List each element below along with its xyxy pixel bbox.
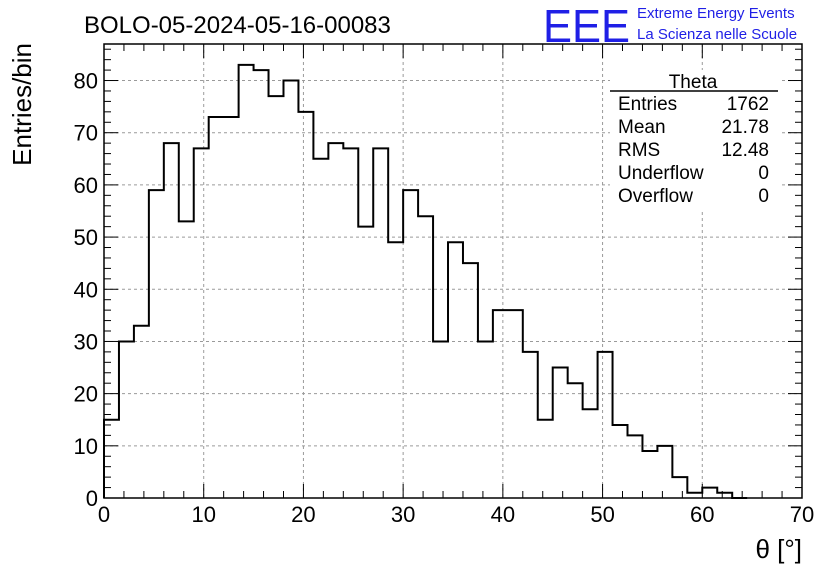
stats-value: 1762 [727,94,769,115]
histogram-bin [508,310,523,498]
eee-logo: EEE Extreme Energy Events La Scienza nel… [543,0,797,52]
stats-value: 0 [758,163,769,184]
plot-border [103,43,803,499]
eee-logo-line1: Extreme Energy Events [637,5,795,22]
stats-value: 12.48 [721,140,769,161]
stats-label: RMS [618,140,660,161]
grid-lines [104,44,802,498]
stats-box-background [610,70,780,210]
y-tick-label: 40 [74,277,98,302]
x-tick-label: 60 [690,502,714,527]
histogram-bin [538,420,553,498]
stats-value: 0 [758,186,769,207]
histogram-bin [613,425,628,498]
y-tick-label: 80 [74,69,98,94]
plot-frame [103,43,803,499]
histogram-bin [717,493,732,498]
histogram-bin [328,143,343,498]
y-tick-label: 0 [86,486,98,511]
stats-label: Entries [618,94,677,115]
histogram-bin [224,117,239,498]
histogram-bin [209,117,224,498]
x-tick-label: 40 [491,502,515,527]
histogram-bin [104,420,119,498]
x-tick-label: 70 [790,502,814,527]
histogram-bin [553,368,568,498]
histogram-bin [478,341,493,498]
histogram-bin [269,96,284,498]
histogram-bin [628,435,643,498]
eee-logo-line2: La Scienza nelle Scuole [637,26,797,43]
stats-label: Overflow [618,186,693,207]
histogram-bin [298,112,313,498]
histogram-bin [583,409,598,498]
x-tick-label: 0 [98,502,110,527]
histogram-bin [179,221,194,498]
histogram-bin [403,190,418,498]
histogram-bin [657,446,672,498]
histogram-bin [283,81,298,498]
x-axis-title: θ [°] [755,534,802,564]
histogram-bin [463,263,478,498]
x-axis-ticks: 0 10 20 30 40 50 60 70 [98,44,814,527]
histogram-bin [493,310,508,498]
x-tick-label: 50 [590,502,614,527]
histogram-bin [388,242,403,498]
histogram-bin [433,341,448,498]
histogram-bin [343,148,358,498]
histogram-bars [103,63,748,499]
histogram-bin [149,190,164,498]
histogram-bin [523,352,538,498]
histogram-bin [418,216,433,498]
x-tick-label: 10 [191,502,215,527]
histogram-bin [194,148,209,498]
histogram-bin [313,159,328,498]
y-tick-label: 10 [74,434,98,459]
histogram-bin [568,383,583,498]
y-axis-ticks: 0 10 20 30 40 50 60 70 80 [74,48,802,511]
histogram-bin [373,148,388,498]
histogram-bin [254,70,269,498]
histogram-bin [239,65,254,498]
histogram-bin [672,477,687,498]
y-tick-label: 20 [74,382,98,407]
stats-rows: Entries 1762 Mean 21.78 RMS 12.48 Underflow 0 Ov… [618,94,769,207]
y-axis-title: Entries/bin [7,43,37,166]
x-tick-label: 20 [291,502,315,527]
histogram-outline [103,63,748,499]
histogram-bin [448,242,463,498]
histogram-bin [687,493,702,498]
stats-value: 21.78 [721,117,769,138]
stats-label: Underflow [618,163,704,184]
histogram-bin [119,341,134,498]
histogram-bin [134,326,149,498]
chart-title: BOLO-05-2024-05-16-00083 [84,12,391,39]
histogram-bin [164,143,179,498]
histogram-bin [642,451,657,498]
stats-box-name: Theta [669,72,718,93]
y-tick-label: 60 [74,173,98,198]
histogram-bin [358,227,373,498]
x-tick-label: 30 [391,502,415,527]
stats-label: Mean [618,117,666,138]
stats-box: Theta Entries 1762 Mean 21.78 RMS 12.48 Underf… [610,70,780,210]
histogram-bin [702,488,717,498]
y-tick-label: 50 [74,225,98,250]
y-tick-label: 70 [74,121,98,146]
y-tick-label: 30 [74,329,98,354]
histogram-bin [598,352,613,498]
